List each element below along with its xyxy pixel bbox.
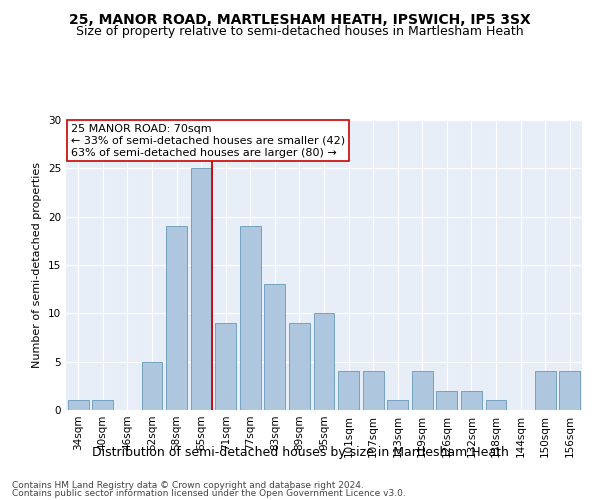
Bar bbox=[559, 372, 580, 410]
Bar bbox=[240, 226, 261, 410]
Y-axis label: Number of semi-detached properties: Number of semi-detached properties bbox=[32, 162, 43, 368]
Bar bbox=[485, 400, 506, 410]
Text: Contains HM Land Registry data © Crown copyright and database right 2024.: Contains HM Land Registry data © Crown c… bbox=[12, 480, 364, 490]
Bar bbox=[412, 372, 433, 410]
Bar bbox=[68, 400, 89, 410]
Bar bbox=[215, 323, 236, 410]
Bar bbox=[166, 226, 187, 410]
Bar bbox=[265, 284, 286, 410]
Bar bbox=[387, 400, 408, 410]
Bar bbox=[191, 168, 212, 410]
Bar bbox=[142, 362, 163, 410]
Bar bbox=[92, 400, 113, 410]
Text: 25, MANOR ROAD, MARTLESHAM HEATH, IPSWICH, IP5 3SX: 25, MANOR ROAD, MARTLESHAM HEATH, IPSWIC… bbox=[69, 12, 531, 26]
Bar bbox=[314, 314, 334, 410]
Text: Size of property relative to semi-detached houses in Martlesham Heath: Size of property relative to semi-detach… bbox=[76, 25, 524, 38]
Text: Contains public sector information licensed under the Open Government Licence v3: Contains public sector information licen… bbox=[12, 490, 406, 498]
Bar bbox=[338, 372, 359, 410]
Text: 25 MANOR ROAD: 70sqm
← 33% of semi-detached houses are smaller (42)
63% of semi-: 25 MANOR ROAD: 70sqm ← 33% of semi-detac… bbox=[71, 124, 345, 158]
Bar bbox=[362, 372, 383, 410]
Bar bbox=[461, 390, 482, 410]
Bar bbox=[535, 372, 556, 410]
Bar bbox=[289, 323, 310, 410]
Text: Distribution of semi-detached houses by size in Martlesham Heath: Distribution of semi-detached houses by … bbox=[92, 446, 508, 459]
Bar bbox=[436, 390, 457, 410]
